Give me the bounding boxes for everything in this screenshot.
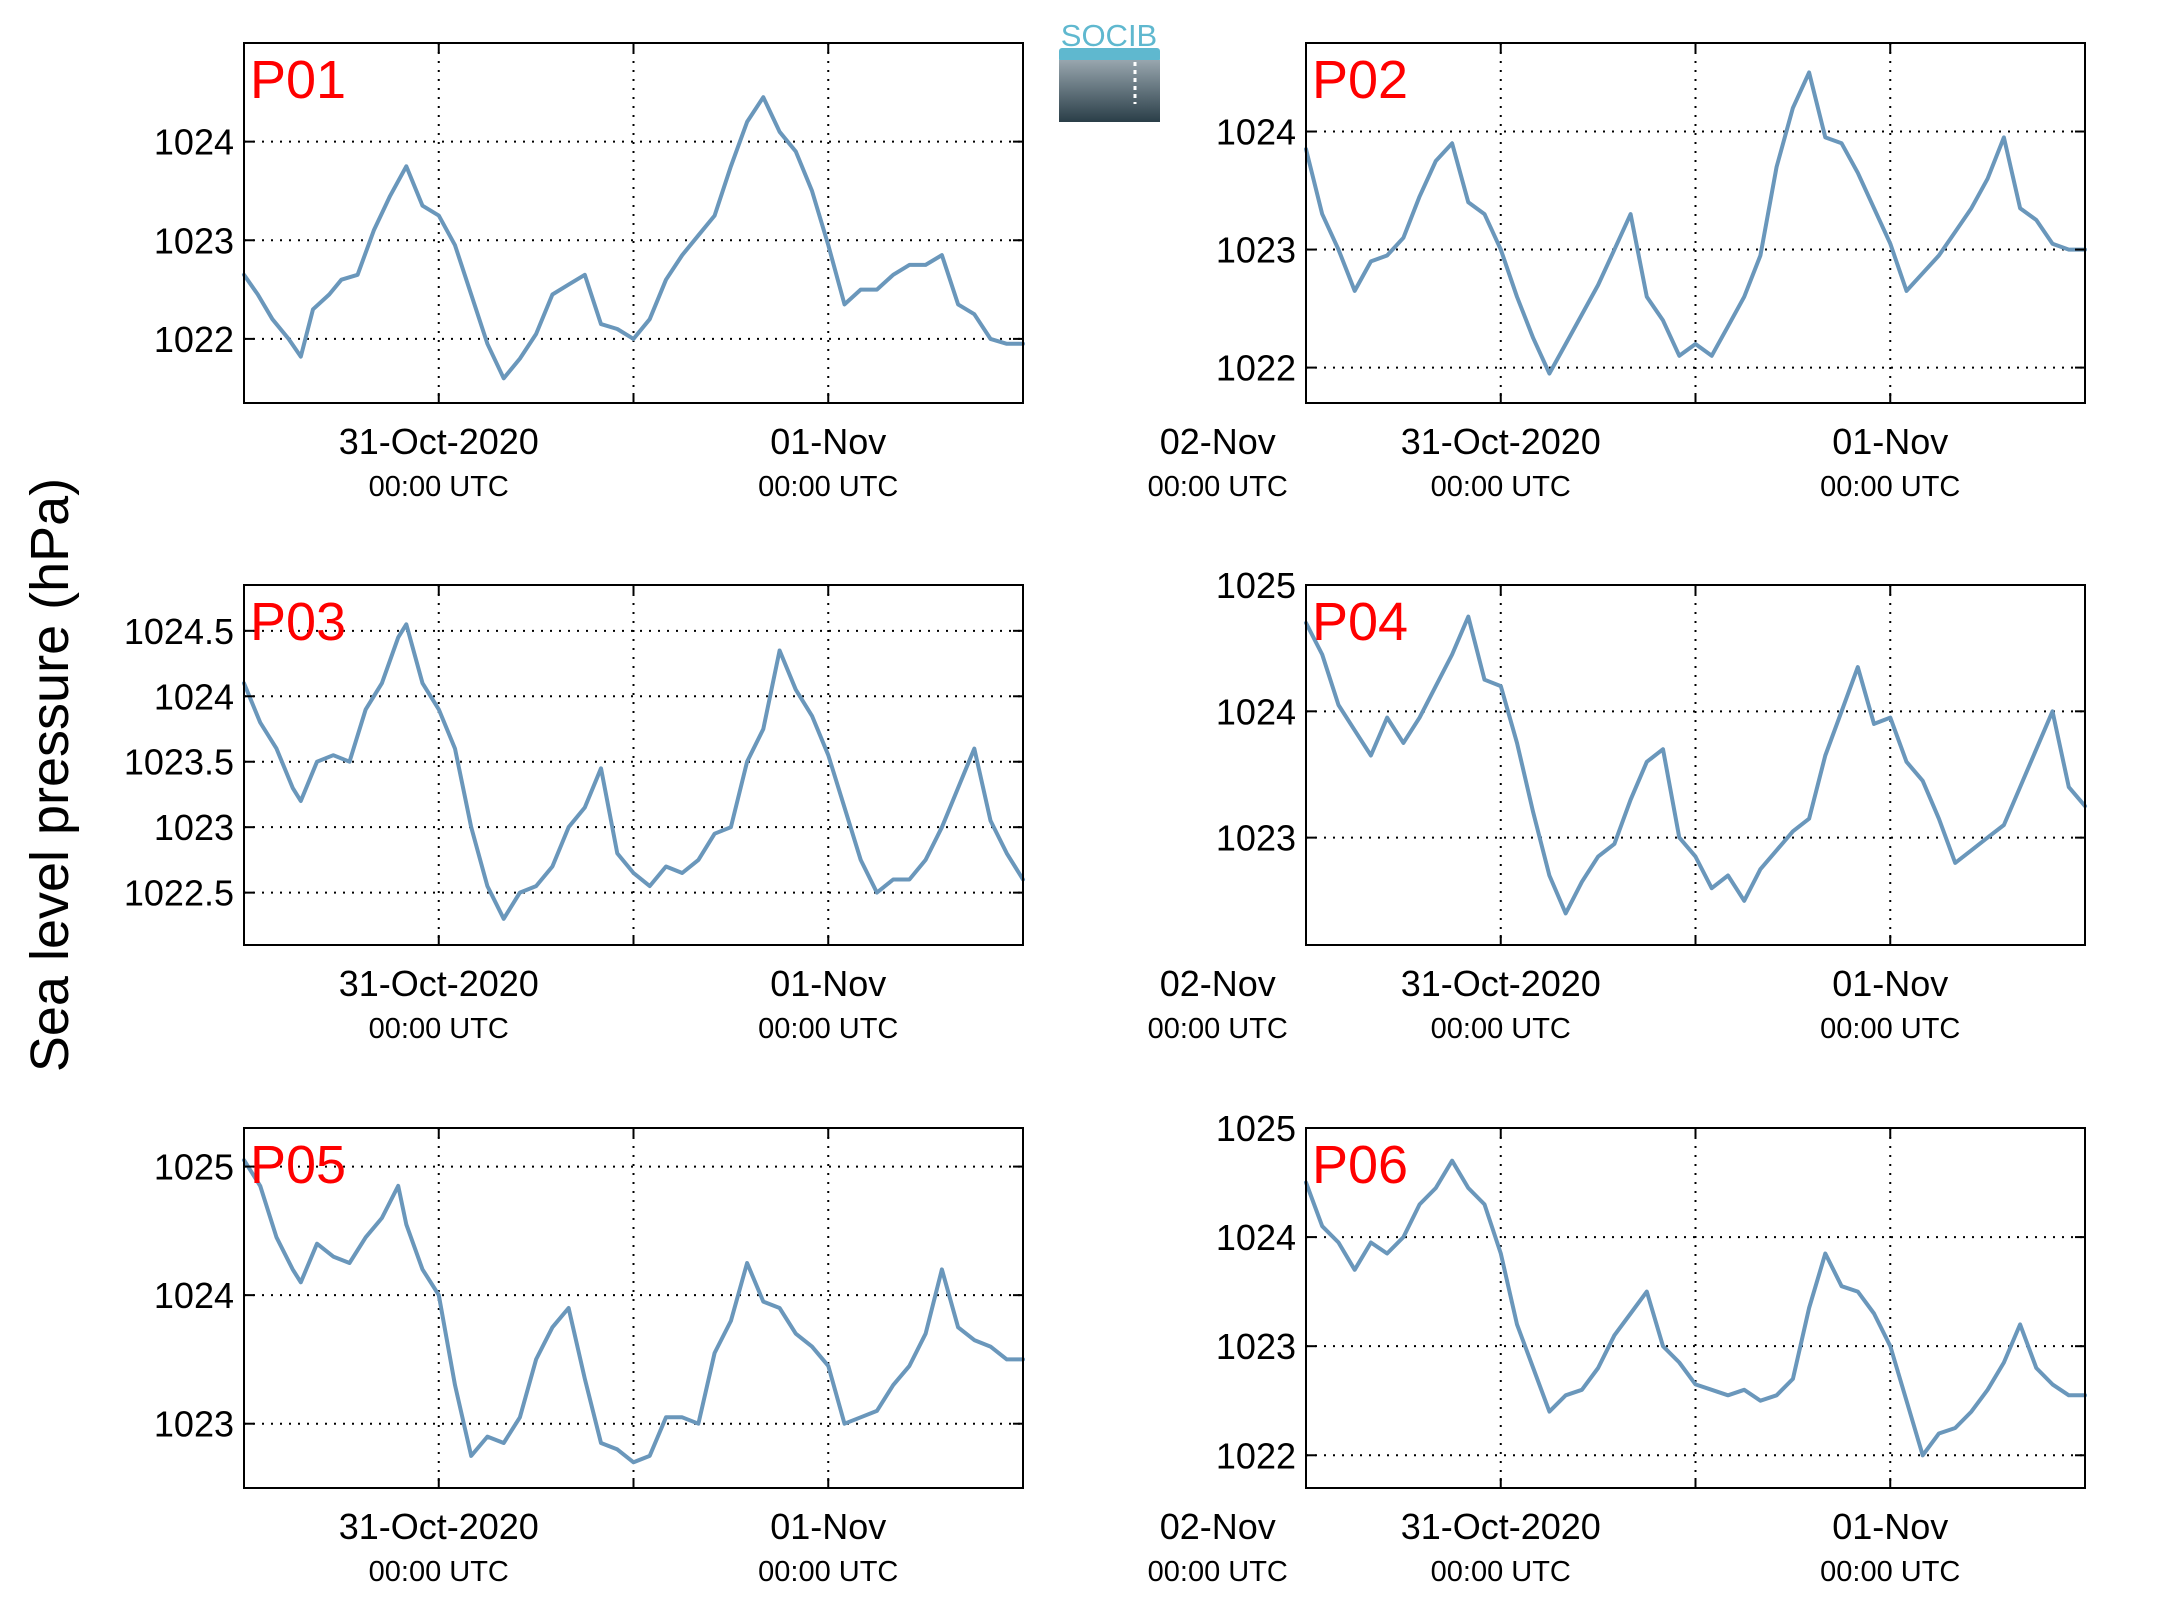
series-line (1304, 1158, 2087, 1458)
x-tick-time-label: 00:00 UTC (1820, 1013, 1960, 1045)
y-tick-label: 1025 (1216, 565, 1296, 606)
x-tick-date-label: 31-Oct-2020 (339, 421, 539, 462)
x-tick-date-label: 01-Nov (770, 1506, 886, 1547)
logo-wave-icon (1059, 48, 1160, 62)
chart-panel: 1022 1023 1024 31-Oct-2020 00:00 UTC 01-Nov 00… (1216, 42, 2087, 503)
panel-label: P06 (1312, 1135, 1408, 1195)
x-tick-date-label: 01-Nov (1832, 1506, 1948, 1547)
y-axis-label: Sea level pressure (hPa) (20, 478, 80, 1072)
logo-text: SOCIB (1061, 18, 1157, 53)
panel-label: P01 (250, 50, 346, 110)
y-tick-label: 1025 (154, 1147, 234, 1188)
y-tick-label: 1023 (1216, 818, 1296, 859)
y-tick-label: 1024 (154, 122, 234, 163)
series-line (242, 622, 1025, 921)
x-tick-date-label: 01-Nov (770, 421, 886, 462)
y-tick-label: 1024 (1216, 1217, 1296, 1258)
chart-panels: 1022 1023 1024 31-Oct-2020 00:00 UTC 01-Nov 00… (124, 42, 2087, 1588)
x-tick-date-label: 02-Nov (1160, 421, 1276, 462)
y-tick-label: 1022 (1216, 1435, 1296, 1476)
x-tick-date-label: 01-Nov (770, 963, 886, 1004)
x-tick-date-label: 31-Oct-2020 (339, 963, 539, 1004)
panel-label: P05 (250, 1135, 346, 1195)
x-tick-time-label: 00:00 UTC (1148, 1556, 1288, 1588)
y-tick-label: 1024 (154, 676, 234, 717)
panel-label: P04 (1312, 592, 1408, 652)
x-tick-date-label: 02-Nov (1160, 963, 1276, 1004)
chart-panel: 1022 1023 1024 31-Oct-2020 00:00 UTC 01-Nov 00… (154, 42, 1288, 503)
y-tick-label: 1024 (154, 1275, 234, 1316)
y-tick-label: 1023 (154, 1404, 234, 1445)
x-tick-date-label: 01-Nov (1832, 963, 1948, 1004)
x-tick-time-label: 00:00 UTC (758, 471, 898, 503)
y-tick-label: 1023.5 (124, 742, 234, 783)
x-tick-date-label: 31-Oct-2020 (339, 1506, 539, 1547)
x-tick-date-label: 01-Nov (1832, 421, 1948, 462)
y-tick-label: 1024.5 (124, 611, 234, 652)
x-tick-time-label: 00:00 UTC (369, 1013, 509, 1045)
x-tick-time-label: 00:00 UTC (1431, 1556, 1571, 1588)
x-tick-time-label: 00:00 UTC (369, 471, 509, 503)
x-tick-time-label: 00:00 UTC (1820, 471, 1960, 503)
y-tick-label: 1023 (1216, 1326, 1296, 1367)
y-tick-label: 1022.5 (124, 873, 234, 914)
x-tick-time-label: 00:00 UTC (1431, 471, 1571, 503)
series-line (1304, 70, 2087, 376)
chart-panel: 1022 1023 1024 1025 31-Oct-2020 00:00 UTC 01-N… (1216, 1108, 2087, 1588)
x-tick-date-label: 02-Nov (1160, 1506, 1276, 1547)
x-tick-date-label: 31-Oct-2020 (1401, 963, 1601, 1004)
x-tick-time-label: 00:00 UTC (1148, 1013, 1288, 1045)
y-tick-label: 1024 (1216, 691, 1296, 732)
y-tick-label: 1025 (1216, 1108, 1296, 1149)
y-tick-label: 1022 (1216, 348, 1296, 389)
y-tick-label: 1023 (1216, 230, 1296, 271)
series-line (242, 1158, 1025, 1465)
x-tick-date-label: 31-Oct-2020 (1401, 1506, 1601, 1547)
panel-label: P03 (250, 592, 346, 652)
logo-block (1059, 60, 1160, 122)
chart-panel: 1023 1024 1025 31-Oct-2020 00:00 UTC 01-Nov 00… (154, 1127, 1288, 1588)
x-tick-time-label: 00:00 UTC (1148, 471, 1288, 503)
x-tick-time-label: 00:00 UTC (369, 1556, 509, 1588)
x-tick-time-label: 00:00 UTC (758, 1013, 898, 1045)
series-line (1304, 614, 2087, 916)
y-tick-label: 1022 (154, 319, 234, 360)
x-tick-time-label: 00:00 UTC (1820, 1556, 1960, 1588)
chart-panel: 1022.5 1023 1023.5 1024 1024.5 31-Oct-2020 00:… (124, 584, 1288, 1045)
chart-panel: 1023 1024 1025 31-Oct-2020 00:00 UTC 01-Nov 00… (1216, 565, 2087, 1045)
socib-logo: SOCIB (1059, 18, 1160, 122)
y-tick-label: 1024 (1216, 112, 1296, 153)
x-tick-time-label: 00:00 UTC (758, 1556, 898, 1588)
y-tick-label: 1023 (154, 220, 234, 261)
panel-label: P02 (1312, 50, 1408, 110)
y-tick-label: 1023 (154, 807, 234, 848)
x-tick-date-label: 31-Oct-2020 (1401, 421, 1601, 462)
series-line (242, 95, 1025, 381)
x-tick-time-label: 00:00 UTC (1431, 1013, 1571, 1045)
